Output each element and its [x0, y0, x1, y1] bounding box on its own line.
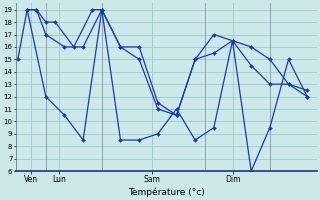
X-axis label: Température (°c): Température (°c): [128, 187, 204, 197]
